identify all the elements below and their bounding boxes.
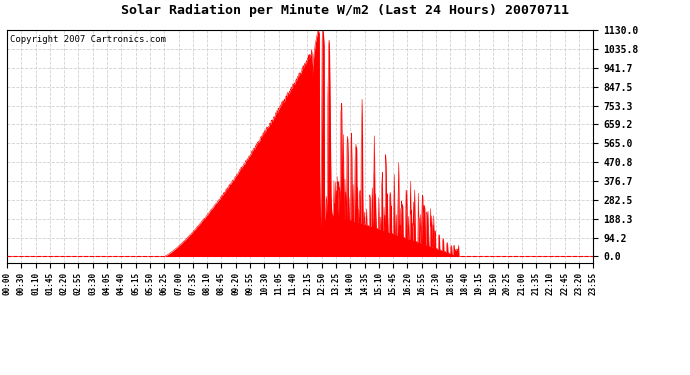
Text: Solar Radiation per Minute W/m2 (Last 24 Hours) 20070711: Solar Radiation per Minute W/m2 (Last 24…: [121, 4, 569, 17]
Text: Copyright 2007 Cartronics.com: Copyright 2007 Cartronics.com: [10, 34, 166, 44]
